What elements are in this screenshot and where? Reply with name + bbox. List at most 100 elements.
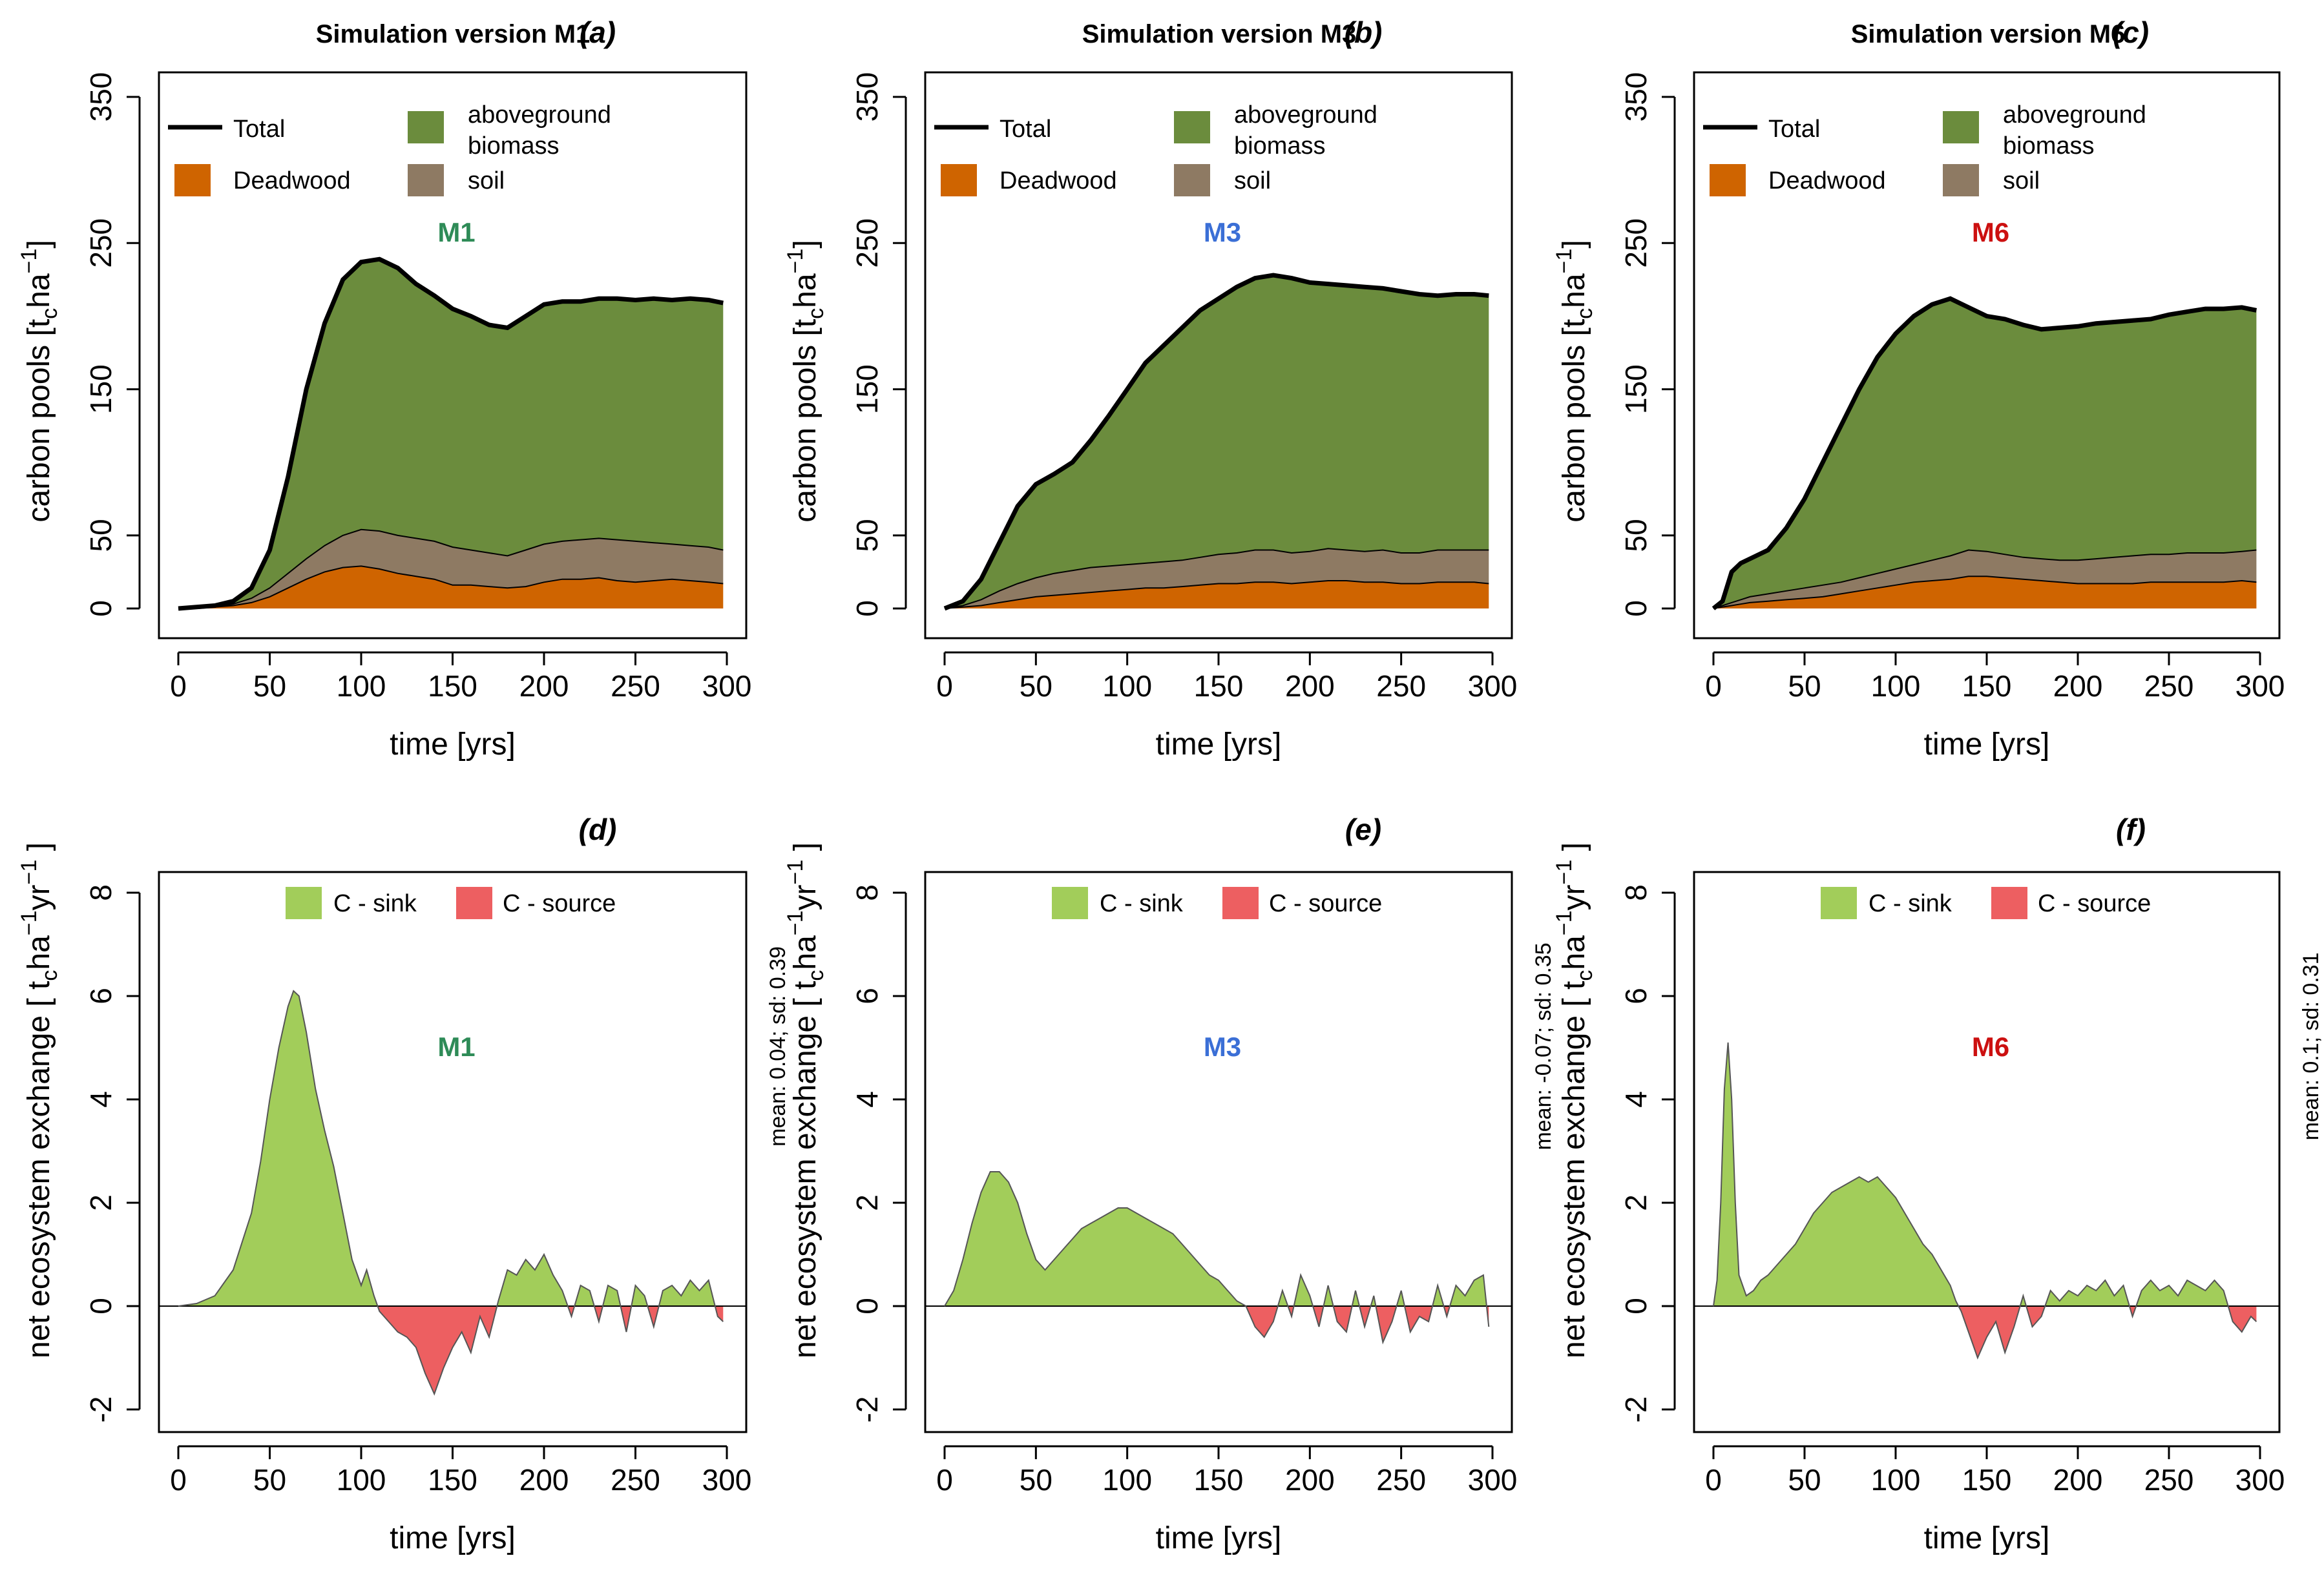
legend-deadwood-label: Deadwood — [1768, 167, 1886, 194]
x-tick-label: 50 — [1020, 669, 1052, 703]
ylabel-part: ] — [22, 240, 56, 248]
x-tick-label: 250 — [1376, 669, 1426, 703]
x-tick-label: 300 — [1468, 1463, 1518, 1497]
y-axis: 0 50 150 250 350 — [84, 72, 141, 617]
x-tick-label: 200 — [1285, 669, 1335, 703]
legend-source-swatch — [456, 887, 492, 919]
nee-line — [944, 1171, 1490, 1345]
deadwood-area — [945, 581, 1489, 608]
ylabel-part: ] — [788, 240, 822, 248]
x-axis: 0 50 100 150 200 250 300 — [936, 1445, 1518, 1497]
x-tick-label: 50 — [1020, 1463, 1052, 1497]
legend-source-label: C - source — [2038, 890, 2151, 917]
ylabel-part: −1 — [1552, 860, 1576, 885]
x-tick-label: 0 — [170, 669, 187, 703]
panel-label: (c) — [2113, 16, 2149, 49]
y-tick-label: 4 — [850, 1091, 884, 1108]
plot-frame — [158, 871, 748, 1433]
legend: C - sink C - source — [1821, 887, 2151, 919]
panel-label: (d) — [579, 813, 617, 846]
y-axis: 0 50 150 250 350 — [850, 72, 907, 617]
ylabel-part: ha — [788, 273, 822, 308]
y-tick-label: -2 — [84, 1397, 118, 1423]
deadwood-line — [944, 580, 1489, 609]
ylabel-part: c — [804, 308, 828, 319]
y-tick-label: 250 — [850, 218, 884, 268]
legend: C - sink C - source — [286, 887, 616, 919]
stat-text: mean: 0.04; sd: 0.39 — [766, 946, 790, 1147]
x-axis: 0 50 100 150 200 250 300 — [936, 651, 1517, 703]
ylabel-part: ha — [1557, 273, 1591, 308]
ylabel-part: c — [37, 970, 62, 981]
y-axis-title: net ecosystem exchange [ tcha−1yr−1 ] — [17, 842, 62, 1358]
plot-frame — [924, 71, 1513, 639]
legend-sink-swatch — [286, 887, 322, 919]
y-tick-label: 350 — [1619, 72, 1653, 122]
y-tick-label: 150 — [1619, 364, 1653, 414]
x-tick-label: 300 — [702, 1463, 752, 1497]
x-axis: 0 50 100 150 200 250 300 — [170, 1445, 752, 1497]
panel-c: (c)Simulation version M6 0 50 100 150 200 250 3… — [1552, 16, 2285, 762]
y-tick-label: 0 — [850, 1298, 884, 1314]
y-tick-label: 50 — [1619, 519, 1653, 552]
x-axis-title: time [yrs] — [1924, 727, 2050, 762]
legend-source-label: C - source — [1269, 890, 1382, 917]
ylabel-part: c — [1573, 308, 1597, 319]
nee-line — [1713, 1042, 2257, 1360]
legend-total-label: Total — [1768, 116, 1820, 143]
x-tick-label: 150 — [428, 669, 477, 703]
model-label: M1 — [437, 217, 475, 247]
ylabel-part: net ecosystem exchange [ t — [22, 981, 56, 1358]
x-tick-label: 200 — [2053, 669, 2103, 703]
ylabel-part: c — [37, 308, 62, 319]
legend-total-label: Total — [233, 116, 285, 143]
ylabel-part: −1 — [17, 910, 41, 935]
soil-area — [178, 529, 724, 608]
x-tick-label: 50 — [253, 1463, 286, 1497]
plot-frame — [1693, 871, 2281, 1433]
stat-text: mean: -0.07; sd: 0.35 — [1531, 942, 1556, 1150]
deadwood-area — [178, 566, 724, 608]
ylabel-part: yr — [788, 884, 822, 910]
ylabel-part: carbon pools [t — [1557, 319, 1591, 523]
legend-agb-label-2: biomass — [1234, 132, 1326, 160]
x-tick-label: 100 — [1871, 669, 1921, 703]
legend: Total Deadwood aboveground biomass soil — [168, 101, 611, 196]
x-tick-label: 200 — [519, 669, 569, 703]
legend-deadwood-swatch — [174, 164, 211, 196]
x-tick-label: 100 — [1871, 1463, 1921, 1497]
panel-label: (f) — [2116, 813, 2146, 846]
y-tick-label: 150 — [850, 364, 884, 414]
y-tick-label: -2 — [1619, 1397, 1653, 1423]
x-tick-label: 250 — [611, 669, 660, 703]
x-tick-label: 150 — [1962, 669, 2012, 703]
ylabel-part: carbon pools [t — [22, 319, 56, 523]
legend-soil-label: soil — [468, 167, 505, 194]
sink-area — [1713, 1043, 2257, 1306]
x-tick-label: 100 — [1102, 1463, 1152, 1497]
y-tick-label: 0 — [1619, 1298, 1653, 1314]
ylabel-part: yr — [1557, 884, 1591, 910]
legend-agb-label: aboveground — [1234, 101, 1377, 129]
y-axis: -2 0 2 4 6 8 — [1619, 884, 1676, 1423]
legend-deadwood-swatch — [1710, 164, 1746, 196]
ylabel-part: −1 — [783, 249, 808, 274]
ylabel-part: ] — [788, 842, 822, 860]
x-tick-label: 50 — [253, 669, 286, 703]
ylabel-part: −1 — [1552, 910, 1576, 935]
y-axis-title: carbon pools [tcha−1] — [1552, 240, 1597, 522]
ylabel-part: ha — [1557, 935, 1591, 970]
panel-f: (f) 0 50 100 150 200 250 300 time [yrs] -2 0 2 4 6 8 ne… — [1552, 813, 2323, 1555]
y-tick-label: 2 — [84, 1194, 118, 1211]
deadwood-line — [1713, 576, 2257, 609]
y-axis-title: carbon pools [tcha−1] — [17, 240, 62, 522]
plot-frame — [158, 71, 748, 639]
y-tick-label: 50 — [84, 519, 118, 552]
panel-title: Simulation version M1 — [316, 20, 591, 48]
x-tick-label: 0 — [170, 1463, 187, 1497]
plot-frame — [924, 871, 1513, 1433]
y-tick-label: 8 — [850, 884, 884, 901]
y-tick-label: 0 — [1619, 600, 1653, 617]
panel-title: Simulation version M6 — [1851, 20, 2126, 48]
ylabel-part: ha — [22, 935, 56, 970]
